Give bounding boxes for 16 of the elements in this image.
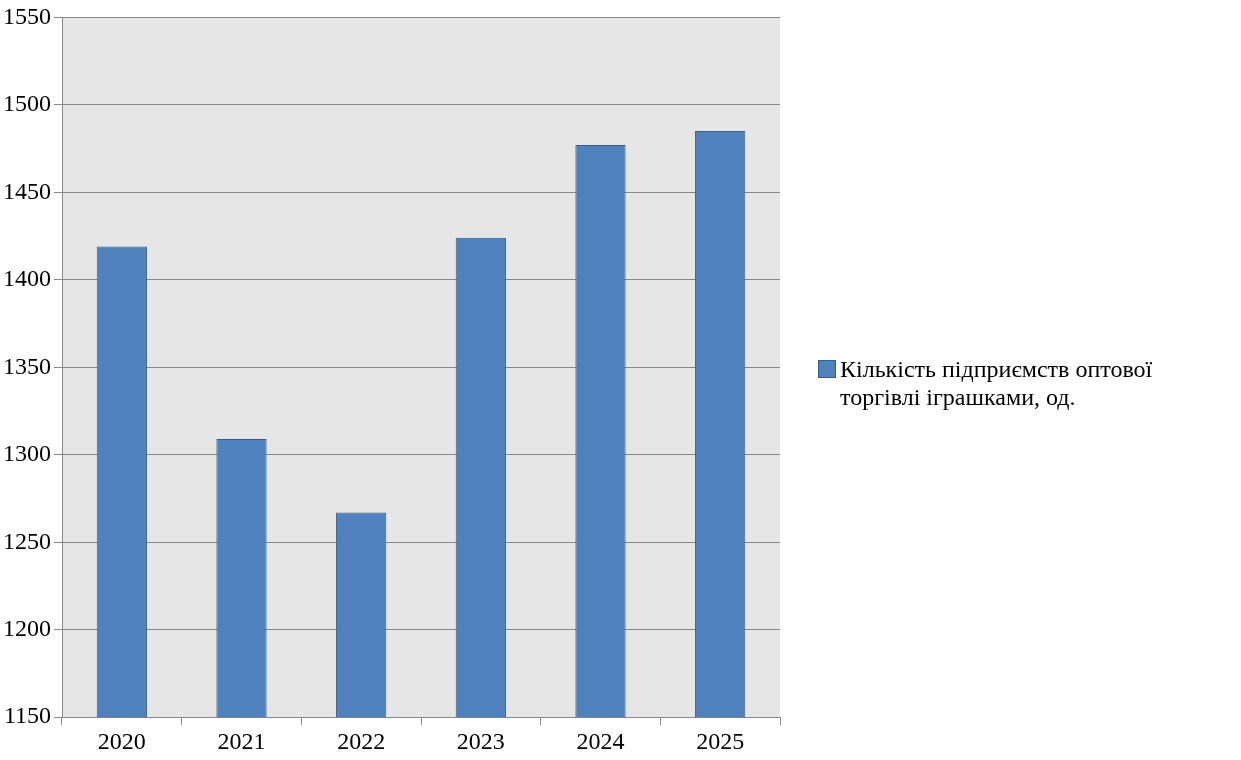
y-tick-label: 1300 bbox=[3, 440, 51, 467]
y-tick-label: 1500 bbox=[3, 90, 51, 117]
legend-label: Кількість підприємств оптової торгівлі іграшками, од. bbox=[840, 355, 1154, 411]
y-tick-label: 1450 bbox=[3, 177, 51, 204]
x-tick-label: 2025 bbox=[696, 727, 745, 754]
x-tick-label: 2024 bbox=[576, 727, 625, 754]
y-tick-label: 1200 bbox=[3, 615, 51, 642]
x-tick-label: 2022 bbox=[337, 727, 386, 754]
x-tick-label: 2020 bbox=[97, 727, 146, 754]
y-tick-label: 1250 bbox=[3, 527, 51, 554]
x-tick-label: 2021 bbox=[217, 727, 266, 754]
y-tick-label: 1400 bbox=[3, 265, 51, 292]
y-tick-label: 1350 bbox=[3, 352, 51, 379]
x-tick-label: 2023 bbox=[456, 727, 505, 754]
y-tick-label: 1550 bbox=[3, 2, 51, 29]
y-tick-label: 1150 bbox=[3, 702, 51, 729]
